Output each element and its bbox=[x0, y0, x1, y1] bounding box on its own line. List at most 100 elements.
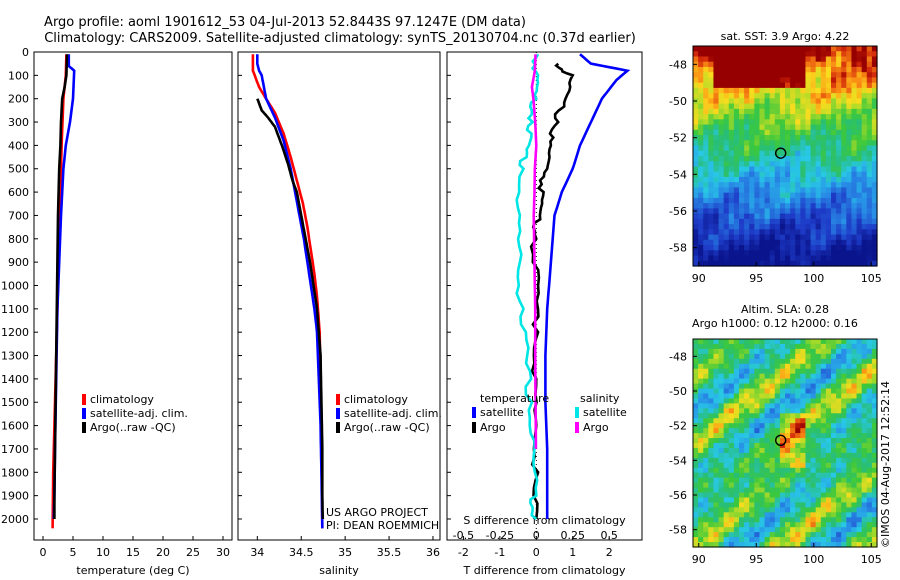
map-cell bbox=[728, 119, 735, 126]
map-cell bbox=[754, 507, 761, 513]
map-cell bbox=[703, 156, 709, 162]
map-cell bbox=[739, 135, 745, 141]
map-cell bbox=[856, 512, 863, 518]
map-cell bbox=[713, 135, 720, 141]
map-cell bbox=[871, 150, 878, 157]
map-cell bbox=[836, 348, 842, 355]
map-cell bbox=[744, 378, 750, 385]
map-cell bbox=[795, 66, 801, 73]
map-cell bbox=[718, 512, 725, 518]
map-cell bbox=[820, 224, 827, 230]
map-cell bbox=[861, 393, 868, 400]
map-cell bbox=[820, 353, 827, 360]
map-cell bbox=[820, 176, 827, 183]
map-cell bbox=[739, 438, 745, 444]
map-cell bbox=[723, 418, 730, 424]
map-cell bbox=[866, 408, 873, 414]
map-cell bbox=[841, 250, 847, 257]
map-cell bbox=[708, 343, 715, 350]
map-cell bbox=[785, 353, 791, 360]
map-cell bbox=[836, 497, 842, 504]
y-tick-label: 1400 bbox=[1, 373, 29, 386]
map-cell bbox=[739, 156, 745, 162]
map-cell bbox=[759, 522, 766, 528]
map-cell bbox=[769, 208, 776, 215]
map-cell bbox=[759, 46, 766, 52]
map-cell bbox=[800, 166, 807, 173]
map-cell bbox=[713, 129, 720, 136]
map-cell bbox=[723, 150, 730, 157]
map-cell bbox=[866, 93, 873, 99]
map-cell bbox=[836, 119, 842, 126]
map-cell bbox=[831, 537, 837, 543]
map-cell bbox=[831, 176, 837, 183]
map-cell bbox=[693, 114, 699, 120]
map-cell bbox=[728, 145, 735, 152]
map-cell bbox=[871, 423, 878, 429]
map-cell bbox=[836, 98, 842, 105]
map-cell bbox=[774, 260, 781, 267]
map-cell bbox=[790, 358, 796, 365]
map-cell bbox=[749, 260, 755, 267]
legend-group-label: temperature bbox=[480, 392, 549, 405]
map-cell bbox=[779, 61, 786, 68]
map-cell bbox=[810, 467, 817, 474]
map-cell bbox=[693, 433, 699, 439]
map-cell bbox=[703, 383, 709, 390]
map-cell bbox=[764, 176, 771, 183]
map-cell bbox=[795, 182, 801, 189]
map-cell bbox=[718, 373, 725, 380]
map-cell bbox=[871, 66, 878, 73]
map-cell bbox=[851, 145, 858, 152]
map-cell bbox=[846, 348, 853, 355]
map-cell bbox=[718, 140, 725, 147]
map-cell bbox=[825, 156, 832, 162]
map-cell bbox=[723, 408, 730, 414]
map-cell bbox=[708, 114, 715, 120]
map-cell bbox=[718, 98, 725, 105]
map-cell bbox=[774, 129, 781, 136]
map-cell bbox=[718, 522, 725, 528]
map-cell bbox=[693, 51, 699, 58]
map-cell bbox=[718, 56, 725, 63]
map-cell bbox=[779, 98, 786, 105]
map-cell bbox=[759, 224, 766, 230]
map-cell bbox=[825, 482, 832, 489]
map-cell bbox=[846, 472, 853, 479]
map-cell bbox=[718, 418, 725, 424]
map-cell bbox=[698, 443, 704, 449]
map-cell bbox=[785, 119, 791, 126]
map-cell bbox=[856, 388, 863, 395]
map-cell bbox=[866, 135, 873, 141]
map-cell bbox=[769, 462, 776, 469]
map-cell bbox=[810, 93, 817, 99]
map-cell bbox=[769, 472, 776, 479]
map-cell bbox=[774, 171, 781, 178]
map-cell bbox=[779, 447, 786, 454]
map-cell bbox=[861, 339, 868, 345]
map-cell bbox=[774, 176, 781, 183]
map-cell bbox=[764, 56, 771, 63]
map-cell bbox=[805, 368, 812, 375]
map-cell bbox=[703, 46, 709, 52]
map-cell bbox=[769, 393, 776, 400]
map-cell bbox=[708, 213, 715, 220]
map-cell bbox=[825, 145, 832, 152]
map-cell bbox=[713, 348, 720, 355]
map-cell bbox=[759, 447, 766, 454]
map-cell bbox=[728, 161, 735, 168]
map-cell bbox=[800, 187, 807, 194]
map-cell bbox=[831, 373, 837, 380]
map-cell bbox=[795, 527, 801, 533]
map-cell bbox=[703, 87, 709, 94]
map-cell bbox=[790, 208, 796, 215]
map-cell bbox=[790, 98, 796, 105]
map-cell bbox=[774, 477, 781, 484]
map-cell bbox=[744, 187, 750, 194]
map-cell bbox=[846, 378, 853, 385]
map-cell bbox=[795, 229, 801, 236]
map-cell bbox=[739, 46, 745, 52]
map-cell bbox=[698, 93, 704, 99]
map-cell bbox=[785, 103, 791, 110]
map-cell bbox=[713, 98, 720, 105]
